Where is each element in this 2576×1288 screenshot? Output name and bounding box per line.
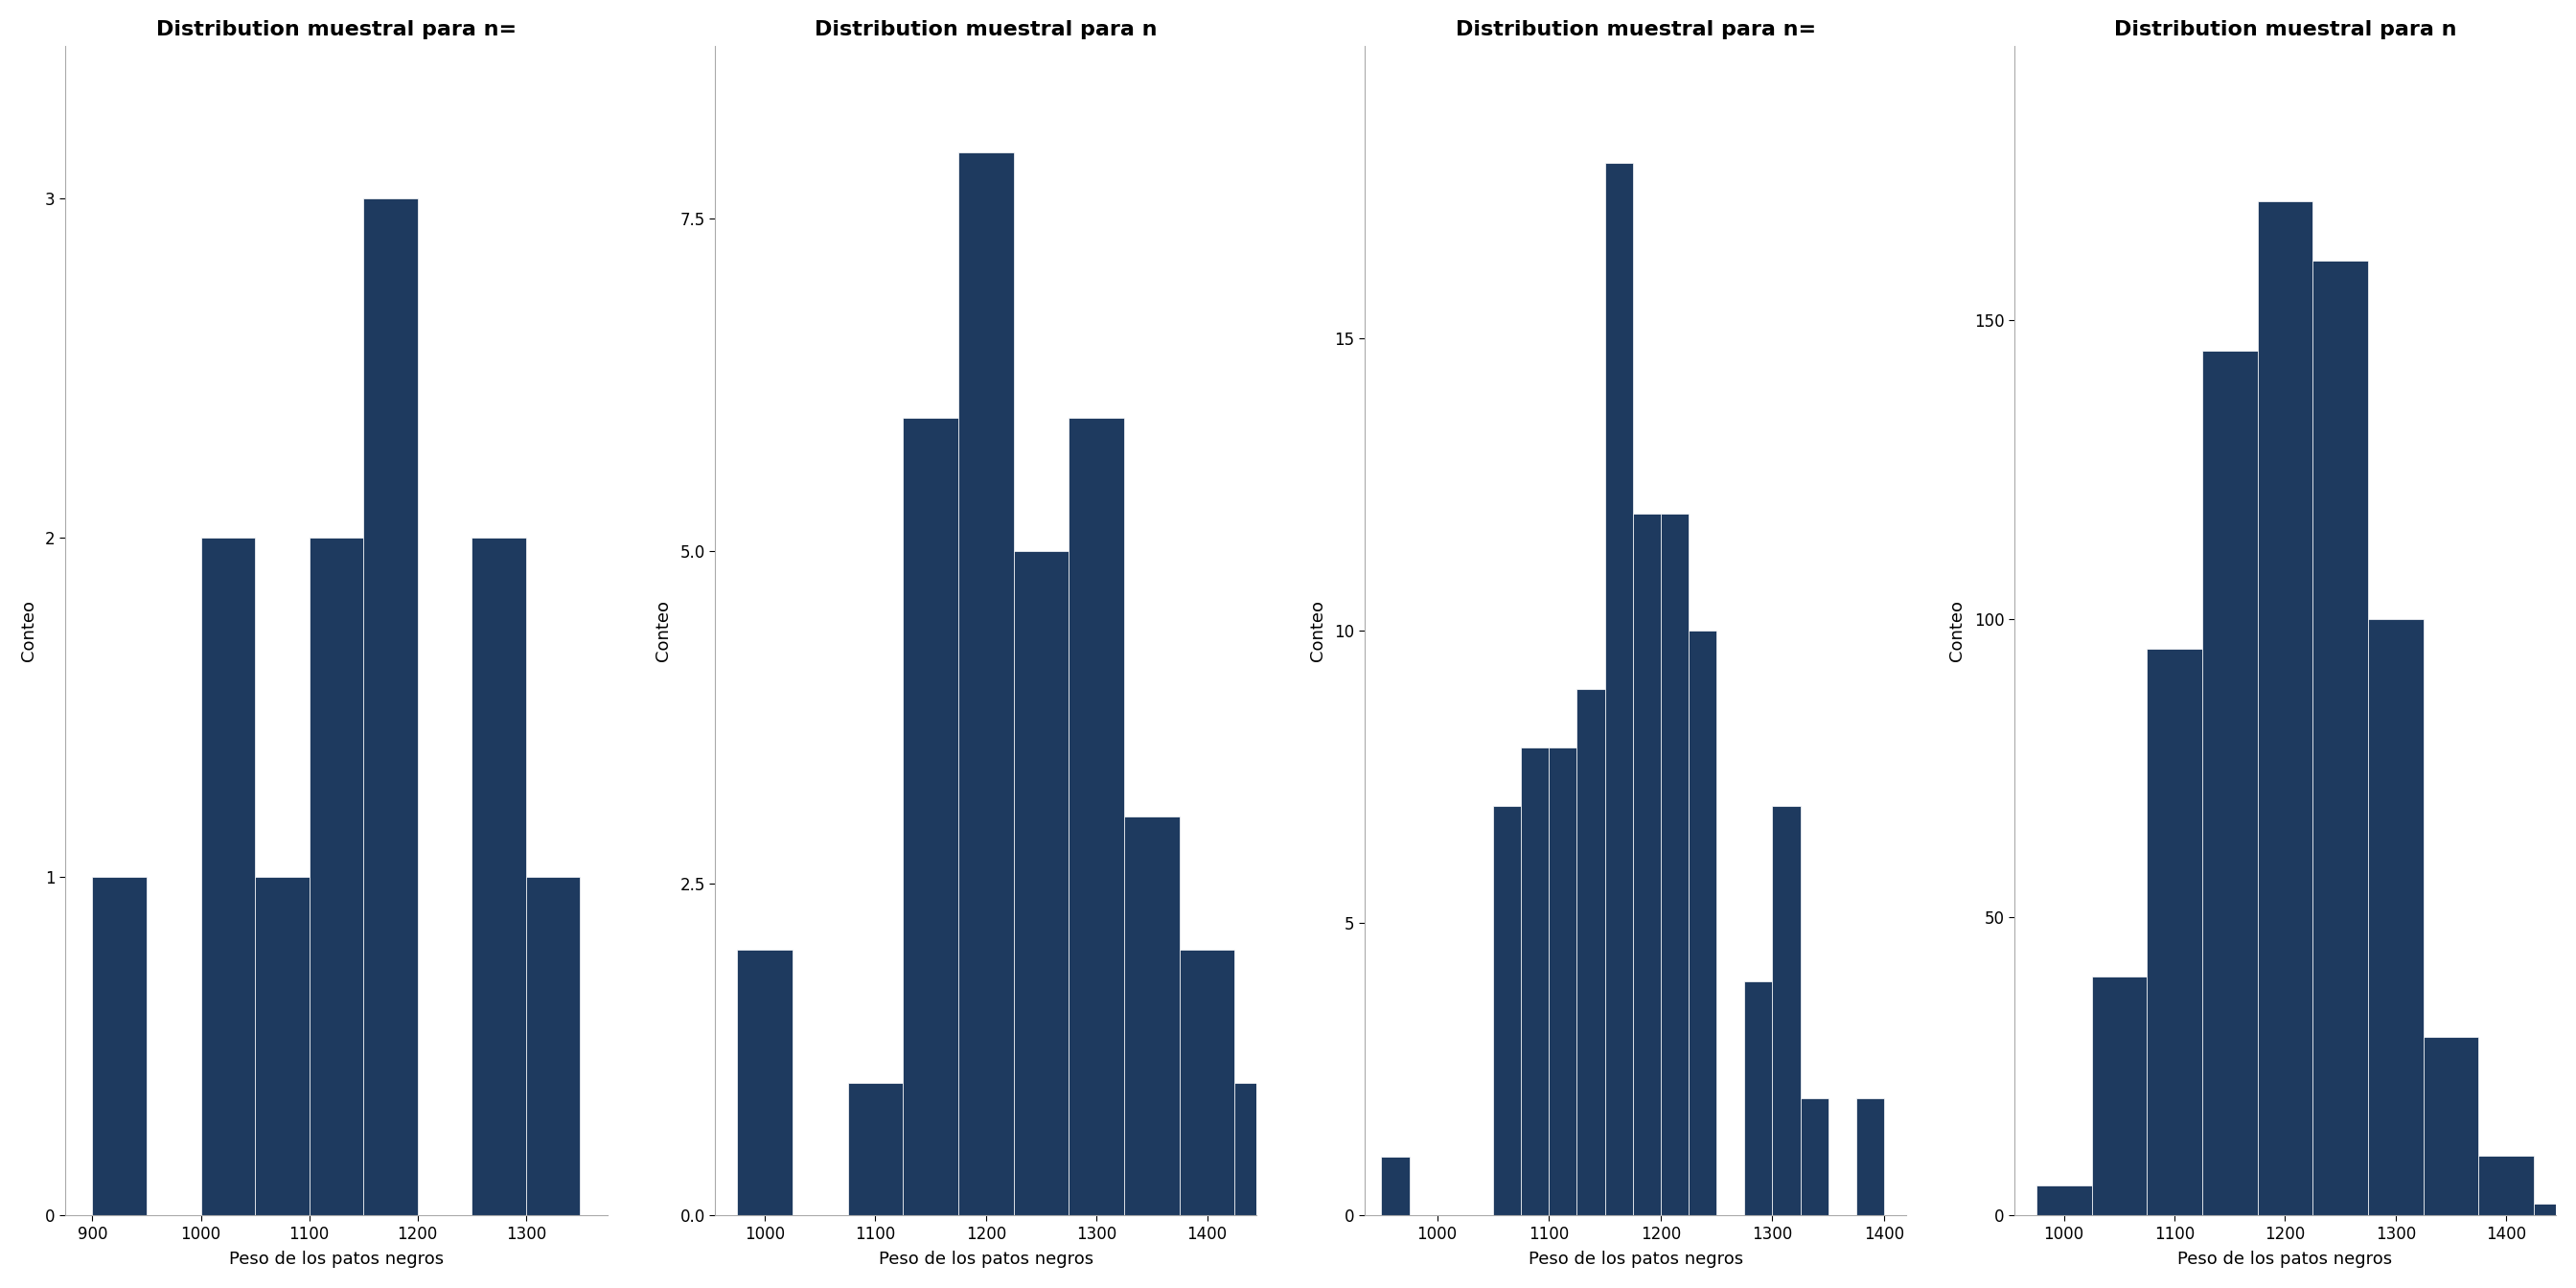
Bar — [201, 537, 255, 1216]
Bar — [1857, 1099, 1883, 1216]
Bar — [309, 537, 363, 1216]
Bar — [363, 198, 417, 1216]
Bar — [2478, 1155, 2535, 1216]
Bar — [1662, 514, 1690, 1216]
Bar — [1772, 806, 1801, 1216]
Bar — [1381, 1157, 1409, 1216]
Bar — [93, 877, 147, 1216]
Bar — [255, 877, 309, 1216]
Bar — [1690, 631, 1716, 1216]
Bar — [1180, 949, 1234, 1216]
Bar — [1744, 981, 1772, 1216]
X-axis label: Peso de los patos negros: Peso de los patos negros — [1528, 1251, 1744, 1267]
Bar — [2535, 1203, 2576, 1216]
Title: Distribution muestral para n=: Distribution muestral para n= — [1455, 21, 1816, 39]
Bar — [2146, 649, 2202, 1216]
Y-axis label: Conteo: Conteo — [21, 600, 36, 662]
Y-axis label: Conteo: Conteo — [1947, 600, 1965, 662]
Bar — [1605, 162, 1633, 1216]
Bar — [471, 537, 526, 1216]
Bar — [1801, 1099, 1829, 1216]
Bar — [2035, 1186, 2092, 1216]
Title: Distribution muestral para n: Distribution muestral para n — [2115, 21, 2458, 39]
Bar — [1069, 419, 1123, 1216]
Y-axis label: Conteo: Conteo — [1309, 600, 1327, 662]
Bar — [1494, 806, 1520, 1216]
Bar — [1633, 514, 1662, 1216]
Bar — [2202, 350, 2257, 1216]
Title: Distribution muestral para n: Distribution muestral para n — [814, 21, 1157, 39]
Bar — [958, 152, 1012, 1216]
Bar — [1548, 748, 1577, 1216]
Bar — [1234, 1083, 1291, 1216]
Bar — [1520, 748, 1548, 1216]
Bar — [737, 949, 793, 1216]
X-axis label: Peso de los patos negros: Peso de los patos negros — [229, 1251, 443, 1267]
Bar — [904, 419, 958, 1216]
Bar — [2092, 976, 2146, 1216]
Bar — [2424, 1037, 2478, 1216]
X-axis label: Peso de los patos negros: Peso de los patos negros — [2177, 1251, 2393, 1267]
Bar — [1577, 689, 1605, 1216]
X-axis label: Peso de los patos negros: Peso de los patos negros — [878, 1251, 1092, 1267]
Bar — [1123, 817, 1180, 1216]
Bar — [848, 1083, 904, 1216]
Bar — [2313, 260, 2367, 1216]
Title: Distribution muestral para n=: Distribution muestral para n= — [157, 21, 518, 39]
Bar — [2257, 201, 2313, 1216]
Bar — [1012, 551, 1069, 1216]
Bar — [2367, 618, 2424, 1216]
Bar — [526, 877, 580, 1216]
Y-axis label: Conteo: Conteo — [654, 600, 672, 662]
